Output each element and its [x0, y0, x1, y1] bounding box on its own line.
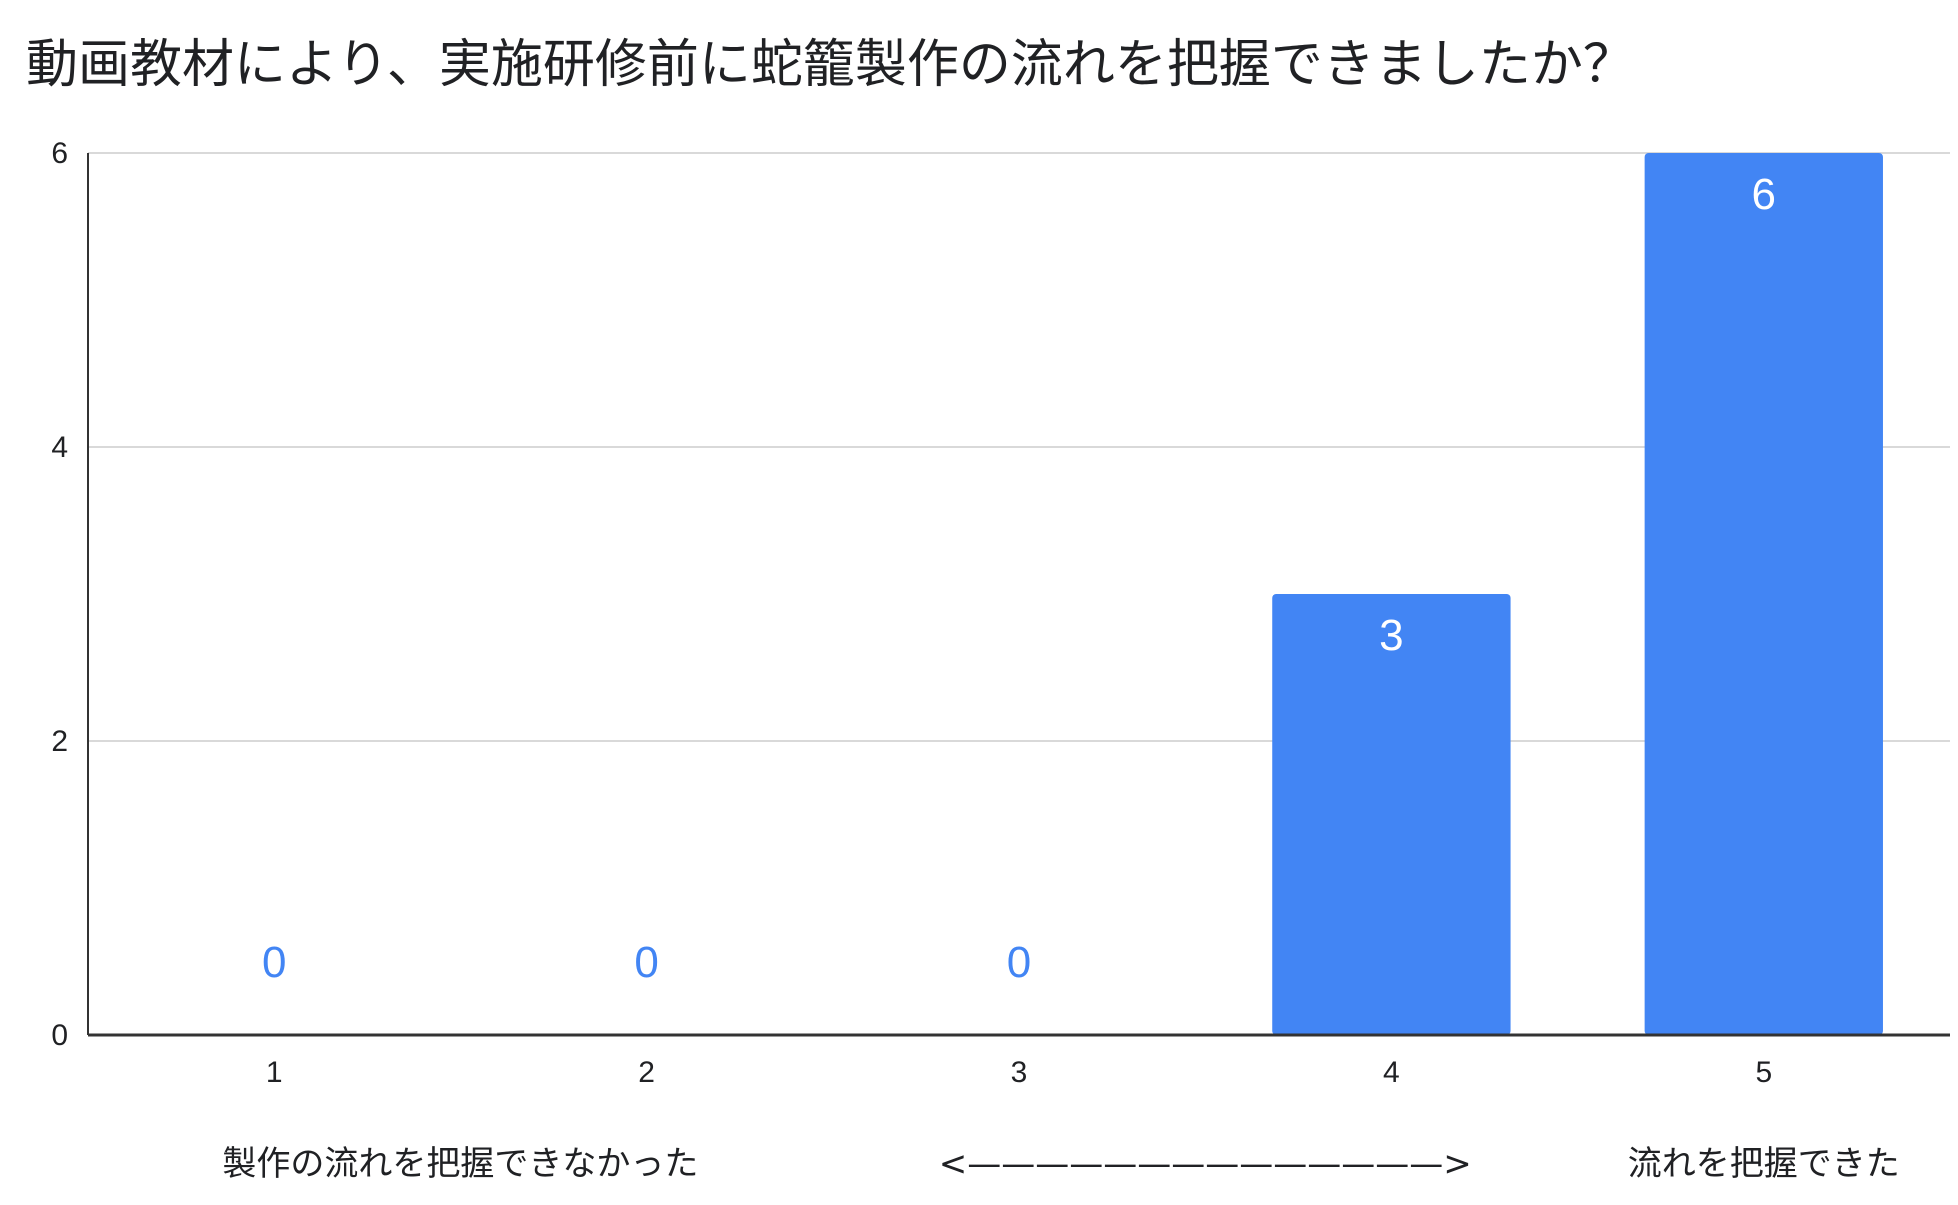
x-tick-label: 2 [638, 1056, 655, 1089]
x-tick-label: 4 [1383, 1056, 1400, 1089]
data-label: 3 [1379, 611, 1403, 660]
x-axis-footer-label: 流れを把握できた [1628, 1144, 1900, 1184]
x-tick-label: 3 [1011, 1056, 1028, 1089]
bar [1644, 153, 1883, 1035]
y-tick-label: 0 [51, 1019, 68, 1052]
y-tick-label: 6 [51, 137, 68, 170]
x-tick-label: 1 [266, 1056, 283, 1089]
data-label: 0 [262, 938, 286, 987]
data-label: 0 [1007, 938, 1031, 987]
data-label: 0 [634, 938, 658, 987]
chart-title: 動画教材により、実施研修前に蛇籠製作の流れを把握できましたか？ [26, 35, 1635, 95]
x-axis-footer-label: 製作の流れを把握できなかった [222, 1144, 698, 1184]
x-tick-label: 5 [1755, 1056, 1772, 1089]
x-axis-footer-label: <——————————————> [939, 1144, 1472, 1184]
y-tick-label: 2 [51, 725, 68, 758]
data-label: 6 [1752, 170, 1776, 219]
y-tick-label: 4 [51, 431, 68, 464]
bar [1272, 594, 1511, 1035]
